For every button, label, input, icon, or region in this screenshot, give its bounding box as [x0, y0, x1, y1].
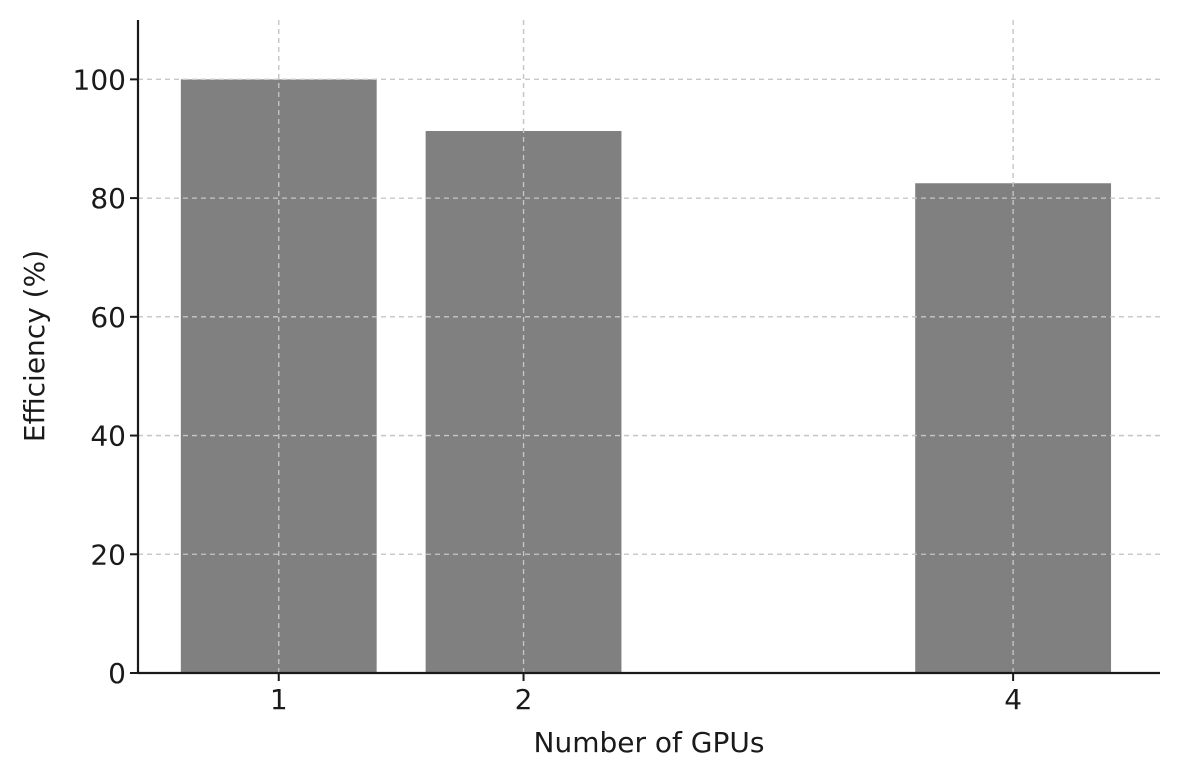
bar: [180, 79, 377, 673]
y-tick-label: 100: [73, 63, 126, 96]
y-tick-label: 60: [90, 301, 126, 334]
y-tick-label: 80: [90, 182, 126, 215]
x-axis-label: Number of GPUs: [534, 726, 765, 759]
y-tick-label: 40: [90, 420, 126, 453]
x-tick-label: 4: [1004, 683, 1022, 716]
y-tick-label: 20: [90, 538, 126, 571]
axes: [136, 20, 1160, 675]
x-ticks: 1 2 4: [270, 673, 1022, 716]
bars: [138, 20, 1160, 673]
y-ticks: 0 20 40 60 80 100: [73, 63, 138, 690]
y-tick-label: 0: [108, 657, 126, 690]
y-axis-label: Efficiency (%): [18, 250, 51, 442]
x-tick-label: 2: [515, 683, 533, 716]
x-tick-label: 1: [270, 683, 288, 716]
